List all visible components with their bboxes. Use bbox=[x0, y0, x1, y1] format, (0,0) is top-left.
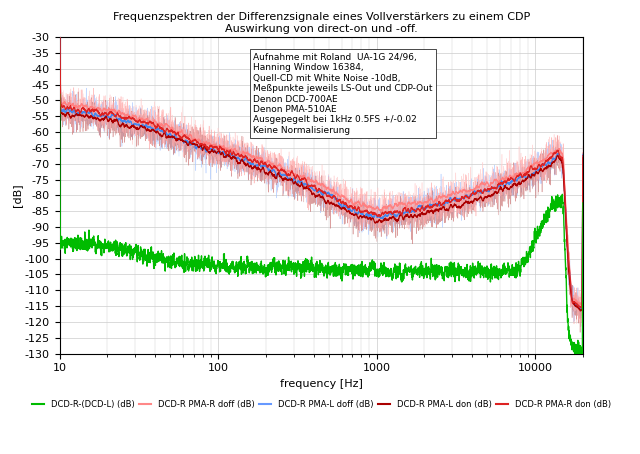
DCD-R PMA-L don (dB) bbox=[577, 308, 584, 314]
DCD-R PMA-R doff (dB) bbox=[513, 171, 520, 177]
DCD-R PMA-R doff (dB) bbox=[279, 168, 287, 173]
Text: Aufnahme mit Roland  UA-1G 24/96,
Hanning Window 16384,
Quell-CD mit White Noise: Aufnahme mit Roland UA-1G 24/96, Hanning… bbox=[253, 53, 433, 135]
DCD-R PMA-L don (dB) bbox=[513, 182, 520, 188]
Line: DCD-R PMA-L doff (dB): DCD-R PMA-L doff (dB) bbox=[60, 27, 583, 308]
DCD-R PMA-L doff (dB) bbox=[56, 24, 63, 30]
DCD-R PMA-R don (dB) bbox=[279, 168, 287, 173]
DCD-R PMA-R don (dB) bbox=[147, 119, 154, 124]
DCD-R-(DCD-L) (dB) bbox=[279, 261, 287, 266]
DCD-R PMA-R don (dB) bbox=[115, 114, 123, 119]
DCD-R PMA-L don (dB) bbox=[115, 123, 123, 128]
DCD-R PMA-R doff (dB) bbox=[56, 20, 63, 25]
Line: DCD-R PMA-R doff (dB): DCD-R PMA-R doff (dB) bbox=[60, 23, 583, 305]
DCD-R-(DCD-L) (dB) bbox=[115, 247, 123, 253]
DCD-R PMA-R doff (dB) bbox=[579, 150, 587, 156]
DCD-R PMA-L doff (dB) bbox=[257, 161, 264, 167]
DCD-R-(DCD-L) (dB) bbox=[579, 200, 587, 206]
DCD-R PMA-L doff (dB) bbox=[115, 116, 123, 122]
Line: DCD-R-(DCD-L) (dB): DCD-R-(DCD-L) (dB) bbox=[60, 94, 583, 360]
Line: DCD-R PMA-L don (dB): DCD-R PMA-L don (dB) bbox=[60, 28, 583, 311]
DCD-R PMA-R don (dB) bbox=[569, 301, 577, 306]
DCD-R PMA-L doff (dB) bbox=[576, 306, 584, 311]
DCD-R-(DCD-L) (dB) bbox=[56, 92, 63, 97]
DCD-R PMA-L don (dB) bbox=[279, 178, 287, 183]
DCD-R PMA-R don (dB) bbox=[513, 174, 520, 179]
DCD-R PMA-R doff (dB) bbox=[578, 302, 586, 308]
DCD-R PMA-L don (dB) bbox=[147, 128, 154, 133]
DCD-R-(DCD-L) (dB) bbox=[578, 357, 586, 362]
DCD-R-(DCD-L) (dB) bbox=[513, 263, 520, 269]
DCD-R-(DCD-L) (dB) bbox=[569, 344, 577, 349]
Title: Frequenzspektren der Differenzsignale eines Vollverstärkers zu einem CDP
Auswirk: Frequenzspektren der Differenzsignale ei… bbox=[113, 12, 530, 34]
DCD-R PMA-L doff (dB) bbox=[513, 178, 520, 183]
DCD-R PMA-R doff (dB) bbox=[115, 109, 123, 114]
Line: DCD-R PMA-R don (dB): DCD-R PMA-R don (dB) bbox=[60, 25, 583, 307]
DCD-R PMA-R don (dB) bbox=[257, 160, 264, 165]
DCD-R PMA-R don (dB) bbox=[579, 153, 587, 158]
Y-axis label: [dB]: [dB] bbox=[12, 183, 22, 207]
DCD-R PMA-L don (dB) bbox=[579, 155, 587, 161]
Legend: DCD-R-(DCD-L) (dB), DCD-R PMA-R doff (dB), DCD-R PMA-L doff (dB), DCD-R PMA-L do: DCD-R-(DCD-L) (dB), DCD-R PMA-R doff (dB… bbox=[28, 397, 614, 413]
DCD-R PMA-L don (dB) bbox=[257, 168, 264, 174]
DCD-R PMA-L doff (dB) bbox=[579, 152, 587, 157]
DCD-R PMA-R doff (dB) bbox=[569, 296, 577, 301]
DCD-R PMA-R doff (dB) bbox=[147, 120, 154, 126]
DCD-R PMA-L doff (dB) bbox=[147, 125, 154, 130]
DCD-R PMA-R don (dB) bbox=[56, 23, 63, 28]
DCD-R-(DCD-L) (dB) bbox=[147, 251, 154, 257]
DCD-R PMA-L don (dB) bbox=[569, 300, 577, 305]
DCD-R PMA-R don (dB) bbox=[578, 305, 586, 310]
DCD-R PMA-L don (dB) bbox=[56, 25, 63, 30]
X-axis label: frequency [Hz]: frequency [Hz] bbox=[280, 379, 363, 389]
DCD-R PMA-L doff (dB) bbox=[569, 298, 577, 304]
DCD-R PMA-R doff (dB) bbox=[257, 155, 264, 160]
DCD-R PMA-L doff (dB) bbox=[279, 172, 287, 178]
DCD-R-(DCD-L) (dB) bbox=[257, 268, 264, 274]
